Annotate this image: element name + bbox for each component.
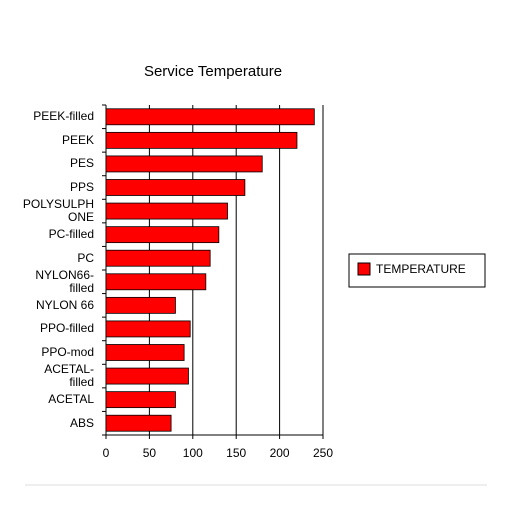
- category-text: PC: [77, 250, 94, 265]
- y-tick-label: NYLON66-filled: [20, 267, 94, 297]
- y-tick-label: ACETAL-filled: [20, 361, 94, 391]
- bar: [105, 344, 185, 361]
- bar: [105, 226, 220, 244]
- bar: [105, 131, 298, 149]
- chart-title: Service Temperature: [144, 63, 282, 80]
- legend-swatch: [357, 262, 371, 276]
- y-tick-label: ACETAL: [20, 385, 94, 415]
- y-tick-label: PPO-filled: [20, 314, 94, 344]
- x-tick-label: 250: [313, 446, 333, 460]
- legend-box: [348, 253, 486, 288]
- bar: [105, 296, 176, 314]
- category-text: NYLON66-filled: [35, 267, 94, 295]
- y-tick-label: NYLON 66: [20, 290, 94, 320]
- category-text: PPO-filled: [39, 321, 94, 336]
- x-tick-label: 100: [183, 446, 203, 460]
- x-tick-label: 50: [143, 446, 157, 460]
- category-text: ACETAL-filled: [44, 362, 94, 390]
- y-tick-label: ABS: [20, 408, 94, 438]
- x-tick-label: 150: [226, 446, 246, 460]
- bar: [105, 273, 207, 291]
- x-tick-label: 200: [270, 446, 290, 460]
- bar: [105, 249, 211, 267]
- y-tick-label: PEEK-filled: [20, 102, 94, 132]
- x-tick-label: 0: [103, 446, 110, 460]
- bar: [105, 155, 263, 173]
- bar: [105, 391, 176, 409]
- category-text: ACETAL: [48, 392, 94, 407]
- bar: [105, 320, 191, 338]
- legend-label: TEMPERATURE: [376, 262, 466, 276]
- category-text: NYLON 66: [35, 297, 94, 312]
- bar: [105, 367, 189, 385]
- y-tick-label: PEEK: [20, 125, 94, 155]
- category-text: PPS: [69, 180, 94, 194]
- bar: [105, 414, 172, 432]
- category-text: PEEK-filled: [33, 109, 94, 124]
- y-tick-label: PES: [20, 149, 94, 179]
- category-text: PPO-mod: [41, 345, 94, 359]
- y-tick-label: PPO-mod: [20, 338, 94, 368]
- y-tick-label: PPS: [20, 173, 94, 203]
- y-tick-label: PC: [20, 243, 94, 273]
- y-tick-label: POLYSULPHONE: [20, 196, 94, 226]
- bar: [105, 108, 315, 126]
- category-text: PEEK: [61, 132, 94, 147]
- bar: [105, 179, 246, 196]
- category-text: ABS: [69, 415, 94, 430]
- category-text: POLYSULPHONE: [22, 197, 94, 225]
- category-text: PES: [69, 156, 94, 171]
- category-text: PC-filled: [48, 227, 94, 242]
- y-tick-label: PC-filled: [20, 220, 94, 250]
- bar: [105, 202, 228, 220]
